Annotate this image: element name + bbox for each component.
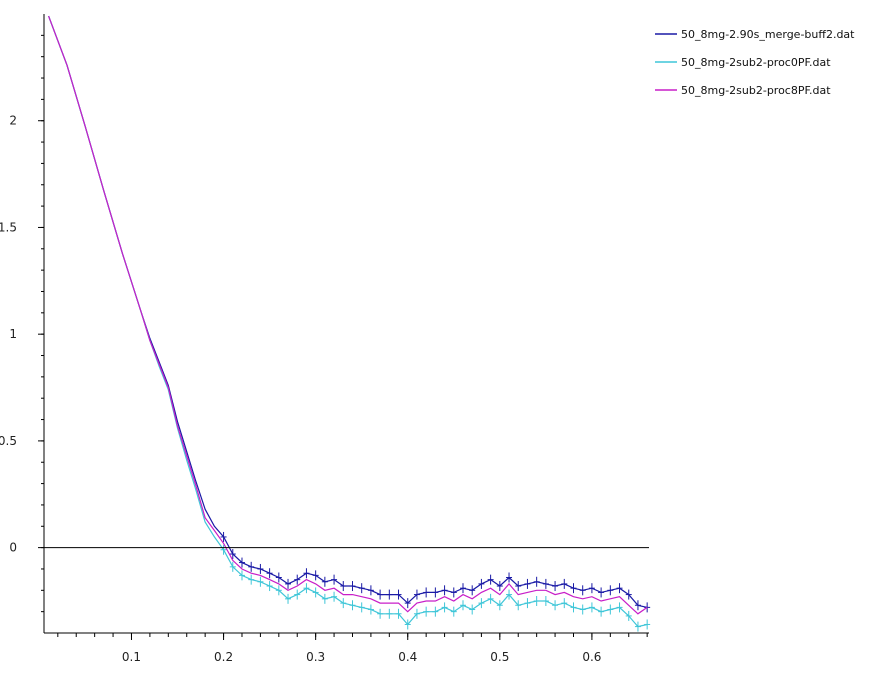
series-layer <box>48 15 651 632</box>
series-line <box>48 15 648 628</box>
legend-label: 50_8mg-2sub2-proc0PF.dat <box>681 56 831 69</box>
series-2 <box>48 15 651 632</box>
legend-item: 50_8mg-2sub2-proc8PF.dat <box>655 84 831 97</box>
x-tick-label: 0.6 <box>582 650 601 664</box>
legend: 50_8mg-2.90s_merge-buff2.dat 50_8mg-2sub2… <box>655 28 855 97</box>
y-tick-label: 0.5 <box>0 434 17 448</box>
y-tick-label: 0 <box>9 541 17 555</box>
x-tick-label: 0.2 <box>214 650 233 664</box>
series-1 <box>48 15 651 613</box>
y-tick-label: 1.5 <box>0 220 17 234</box>
x-tick-label: 0.4 <box>398 650 417 664</box>
series-line <box>48 15 648 608</box>
x-tick-label: 0.3 <box>306 650 325 664</box>
legend-item: 50_8mg-2sub2-proc0PF.dat <box>655 56 831 69</box>
legend-label: 50_8mg-2sub2-proc8PF.dat <box>681 84 831 97</box>
x-tick-label: 0.5 <box>490 650 509 664</box>
x-tick-label: 0.1 <box>122 650 141 664</box>
legend-item: 50_8mg-2.90s_merge-buff2.dat <box>655 28 855 41</box>
series-3 <box>48 15 648 615</box>
axis-layer: 0 0.5 1 1.5 2 0.1 0.2 0.3 0.4 0.5 0.6 <box>0 14 649 664</box>
legend-label: 50_8mg-2.90s_merge-buff2.dat <box>681 28 855 41</box>
series-line <box>48 15 648 615</box>
y-tick-label: 2 <box>9 114 17 128</box>
y-tick-label: 1 <box>9 327 17 341</box>
